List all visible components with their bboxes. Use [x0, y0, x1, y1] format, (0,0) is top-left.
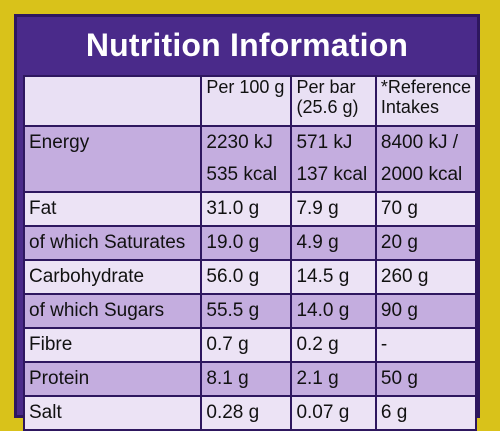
row-label: of which Saturates	[22, 225, 203, 261]
cell-reference: 90 g	[374, 293, 478, 329]
row-label: Salt	[22, 395, 203, 431]
cell-per-100g: 55.5 g	[200, 293, 293, 329]
header-blank	[22, 75, 203, 127]
cell-per-bar: 7.9 g	[290, 191, 377, 227]
row-label: Fat	[22, 191, 203, 227]
table-row: Salt 0.28 g 0.07 g 6 g	[22, 395, 478, 431]
table-row: Energy 2230 kJ 571 kJ 8400 kJ /	[22, 125, 478, 159]
header-reference-intakes: *Reference Intakes	[374, 75, 478, 127]
row-label	[22, 159, 203, 193]
table-row: 535 kcal 137 kcal 2000 kcal	[22, 159, 478, 193]
nutrition-table: Per 100 g Per bar (25.6 g) *Reference Inta…	[22, 75, 478, 431]
table-row: Protein 8.1 g 2.1 g 50 g	[22, 361, 478, 397]
cell-per-100g: 535 kcal	[200, 159, 293, 193]
cell-reference: 2000 kcal	[374, 159, 478, 193]
panel-title: Nutrition Information	[85, 27, 409, 63]
cell-per-bar: 4.9 g	[290, 225, 377, 261]
cell-per-100g: 0.7 g	[200, 327, 293, 363]
table-row: of which Sugars 55.5 g 14.0 g 90 g	[22, 293, 478, 329]
table-row: Carbohydrate 56.0 g 14.5 g 260 g	[22, 259, 478, 295]
cell-reference: 20 g	[374, 225, 478, 261]
cell-per-100g: 19.0 g	[200, 225, 293, 261]
cell-reference: -	[374, 327, 478, 363]
cell-per-bar: 0.2 g	[290, 327, 377, 363]
table-row: Fibre 0.7 g 0.2 g -	[22, 327, 478, 363]
cell-per-bar: 137 kcal	[290, 159, 377, 193]
cell-per-bar: 0.07 g	[290, 395, 377, 431]
header-per-bar: Per bar (25.6 g)	[290, 75, 377, 127]
row-label: of which Sugars	[22, 293, 203, 329]
row-label: Carbohydrate	[22, 259, 203, 295]
cell-reference: 8400 kJ /	[374, 125, 478, 159]
header-row: Per 100 g Per bar (25.6 g) *Reference Inta…	[22, 75, 478, 127]
cell-per-100g: 8.1 g	[200, 361, 293, 397]
cell-per-bar: 14.0 g	[290, 293, 377, 329]
table-row: Fat 31.0 g 7.9 g 70 g	[22, 191, 478, 227]
cell-per-bar: 14.5 g	[290, 259, 377, 295]
row-label: Protein	[22, 361, 203, 397]
row-label: Energy	[22, 125, 203, 159]
table-row: of which Saturates 19.0 g 4.9 g 20 g	[22, 225, 478, 261]
cell-reference: 50 g	[374, 361, 478, 397]
row-label: Fibre	[22, 327, 203, 363]
cell-per-100g: 56.0 g	[200, 259, 293, 295]
cell-per-100g: 31.0 g	[200, 191, 293, 227]
header-per-100g: Per 100 g	[200, 75, 293, 127]
cell-per-100g: 2230 kJ	[200, 125, 293, 159]
cell-reference: 6 g	[374, 395, 478, 431]
cell-per-bar: 2.1 g	[290, 361, 377, 397]
cell-per-100g: 0.28 g	[200, 395, 293, 431]
nutrition-panel: Nutrition Information Per 100 g Per bar(…	[14, 14, 480, 431]
cell-reference: 260 g	[374, 259, 478, 295]
cell-reference: 70 g	[374, 191, 478, 227]
cell-per-bar: 571 kJ	[290, 125, 377, 159]
